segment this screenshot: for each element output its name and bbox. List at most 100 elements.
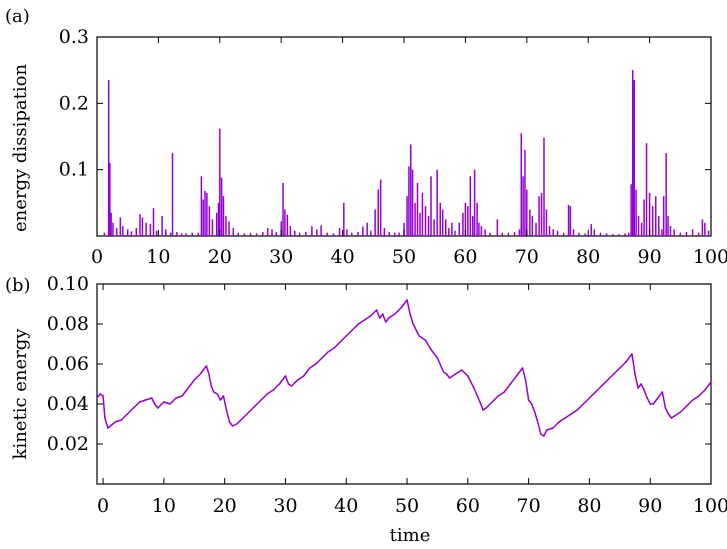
kinetic-energy-line-segment: [552, 421, 560, 429]
kinetic-energy-line-segment: [120, 413, 129, 421]
panel-b-y-tick-label: 0.04: [47, 393, 89, 415]
kinetic-energy-line-segment: [406, 299, 411, 315]
panel-b-y-tick-label: 0.08: [47, 313, 89, 335]
kinetic-energy-line-segment: [448, 373, 457, 379]
panel-b-x-tick-label: 0: [97, 495, 109, 517]
kinetic-energy-line-segment: [154, 403, 159, 409]
kinetic-energy-line-segment: [667, 413, 673, 419]
panel-b-x-tick-label: 40: [334, 495, 358, 517]
kinetic-energy-line-segment: [144, 397, 153, 401]
kinetic-energy-line-segment: [339, 335, 347, 343]
kinetic-energy-line-segment: [485, 401, 493, 409]
kinetic-energy-line-segment: [228, 421, 234, 427]
kinetic-energy-line-segment: [612, 367, 621, 375]
kinetic-energy-line-segment: [208, 373, 213, 387]
panel-a-x-tick-label: 100: [693, 246, 727, 268]
panel-a-x-tick-label: 80: [576, 246, 600, 268]
panel-a-x-tick-label: 40: [331, 246, 355, 268]
panel-a-x-tick-label: 10: [146, 246, 170, 268]
panel-b-y-tick-label: 0.10: [47, 273, 89, 295]
kinetic-energy-line-segment: [679, 405, 688, 413]
kinetic-energy-line-segment: [357, 319, 366, 325]
kinetic-energy-line-segment: [546, 427, 554, 431]
kinetic-energy-line-segment: [576, 403, 585, 411]
kinetic-energy-line-segment: [582, 397, 591, 405]
kinetic-energy-line-segment: [473, 387, 481, 403]
panel-b-y-tick-label: 0.06: [47, 353, 89, 375]
kinetic-energy-line-segment: [521, 367, 527, 381]
kinetic-energy-line-segment: [394, 307, 402, 315]
kinetic-energy-line-segment: [132, 401, 141, 409]
kinetic-energy-line-segment: [515, 367, 524, 377]
panel-b: (b) kinetic energy time 0 10 20 30 40 50 60 70 8…: [5, 273, 727, 546]
kinetic-energy-line-segment: [309, 363, 317, 369]
panel-b-x-tick-label: 20: [213, 495, 237, 517]
kinetic-energy-line-segment: [661, 391, 667, 409]
kinetic-energy-line-segment: [625, 353, 633, 363]
kinetic-energy-line-segment: [412, 323, 417, 331]
kinetic-energy-line-segment: [157, 401, 165, 409]
kinetic-energy-line-segment: [225, 409, 231, 423]
kinetic-energy-line-segment: [643, 389, 648, 399]
kinetic-energy-line-segment: [634, 373, 639, 389]
kinetic-energy-line-segment: [248, 405, 256, 413]
kinetic-energy-line-segment: [509, 375, 518, 385]
kinetic-energy-line-segment: [321, 351, 329, 359]
kinetic-energy-line-segment: [296, 375, 305, 381]
kinetic-energy-line-segment: [187, 379, 196, 389]
kinetic-energy-line-segment: [150, 397, 156, 405]
kinetic-energy-line-segment: [302, 367, 311, 377]
kinetic-energy-line-segment: [409, 313, 414, 325]
panel-a-ticks: 0 10 20 30 40 50 60 70 80 90 100 0.1 0.2 0.3: [59, 26, 727, 268]
panel-a-x-tick-label: 0: [91, 246, 103, 268]
kinetic-energy-line-segment: [254, 399, 262, 407]
kinetic-energy-line-segment: [284, 375, 290, 385]
kinetic-energy-line-segment: [619, 361, 627, 369]
kinetic-energy-line-segment: [530, 403, 536, 413]
kinetic-energy-line-segment: [107, 421, 116, 429]
kinetic-energy-line-segment: [673, 411, 682, 417]
kinetic-energy-line-segment: [388, 313, 396, 319]
panel-b-x-tick-label: 90: [638, 495, 662, 517]
kinetic-energy-line-segment: [491, 395, 499, 403]
kinetic-energy-line-segment: [290, 379, 299, 387]
kinetic-energy-line-segment: [175, 395, 183, 399]
kinetic-energy-line-segment: [315, 357, 323, 365]
kinetic-energy-line-segment: [445, 373, 451, 379]
kinetic-energy-line-segment: [655, 395, 661, 401]
kinetic-energy-line-segment: [497, 391, 506, 397]
panel-a-x-tick-label: 60: [453, 246, 477, 268]
kinetic-energy-line-segment: [181, 387, 189, 397]
panel-a-plot-frame: [96, 36, 712, 237]
panel-a-bars: [103, 70, 710, 236]
kinetic-energy-line-segment: [163, 401, 171, 405]
kinetic-energy-line-segment: [503, 383, 512, 393]
kinetic-energy-line-segment: [637, 383, 642, 389]
kinetic-energy-line-segment: [418, 335, 427, 341]
panel-b-ylabel: kinetic energy: [10, 328, 31, 460]
panel-b-x-tick-label: 100: [693, 495, 727, 517]
panel-b-x-tick-label: 10: [152, 495, 176, 517]
kinetic-energy-line-segment: [533, 411, 539, 423]
kinetic-energy-line-segment: [102, 395, 106, 419]
kinetic-energy-line-segment: [606, 373, 615, 381]
panel-a-x-tick-label: 20: [208, 246, 232, 268]
kinetic-energy-line-segment: [222, 395, 228, 411]
kinetic-energy-line-segment: [231, 423, 238, 427]
kinetic-energy-line-segment: [351, 323, 360, 331]
kinetic-energy-line-segment: [692, 395, 700, 401]
kinetic-energy-line-segment: [588, 391, 597, 399]
panel-b-x-tick-label: 70: [517, 495, 541, 517]
kinetic-energy-line-segment: [114, 419, 123, 423]
kinetic-energy-line-segment: [600, 379, 609, 387]
panel-a-x-tick-label: 70: [515, 246, 539, 268]
panel-b-x-tick-label: 80: [577, 495, 601, 517]
kinetic-energy-line-segment: [381, 313, 387, 323]
kinetic-energy-line-segment: [631, 353, 636, 375]
kinetic-energy-line-segment: [126, 407, 135, 415]
panel-b-x-tick-label: 60: [456, 495, 480, 517]
kinetic-energy-line-segment: [430, 349, 439, 359]
kinetic-energy-line-segment: [536, 421, 542, 435]
panel-b-label: (b): [5, 275, 31, 296]
